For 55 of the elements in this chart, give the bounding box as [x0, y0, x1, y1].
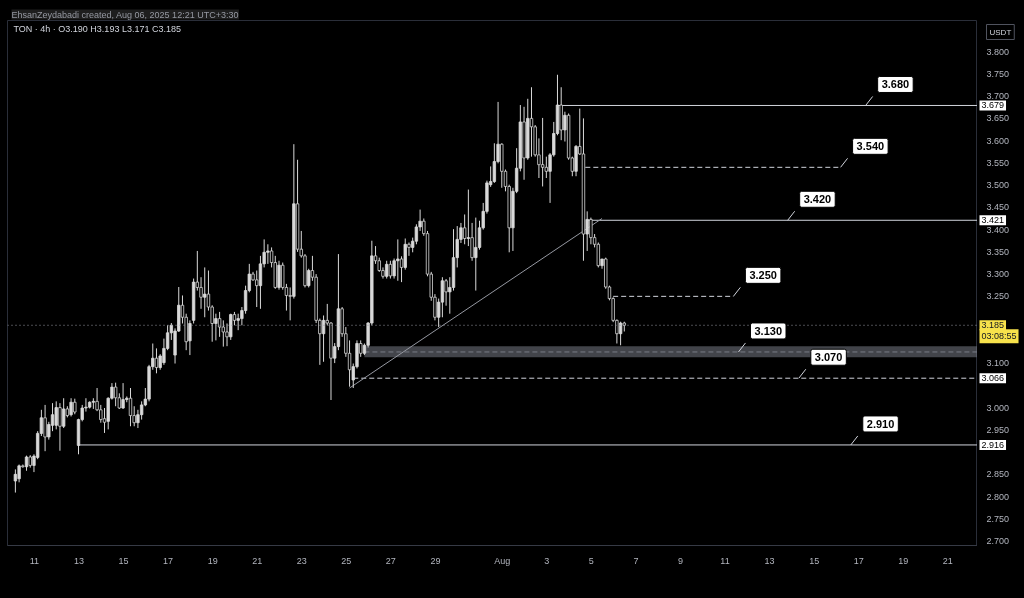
series-label: 3.066 [981, 373, 1005, 384]
y-tick-label: 3.750 [986, 68, 1010, 79]
y-tick-label: 3.250 [986, 291, 1010, 302]
y-tick-label: 3.650 [986, 113, 1010, 124]
series-label: 3.421 [981, 215, 1005, 226]
annotation: 3.130 [754, 324, 783, 337]
x-tick-label: 15 [118, 555, 129, 566]
series-label: 2.916 [981, 439, 1005, 450]
x-tick-label: 5 [588, 555, 594, 566]
x-tick-label: 9 [677, 555, 683, 566]
x-tick-label: 21 [252, 555, 263, 566]
x-tick-label: 11 [29, 555, 40, 566]
x-tick-label: 19 [207, 555, 218, 566]
y-tick-label: 3.100 [986, 358, 1010, 369]
x-tick-label: 27 [385, 555, 396, 566]
annotation: 3.540 [856, 140, 885, 153]
x-tick-label: 23 [296, 555, 307, 566]
annotation: 3.070 [814, 351, 843, 364]
y-tick-label: 3.700 [986, 91, 1010, 102]
annotation: 3.250 [749, 269, 777, 282]
ref-line-label: 3.185 03:08:55 [981, 320, 1017, 342]
y-tick-label: 2.950 [986, 424, 1010, 435]
x-tick-label: 15 [809, 555, 820, 566]
y-tick-label: 3.400 [986, 224, 1010, 235]
x-tick-label: 29 [430, 555, 441, 566]
text: EhsanZeydabadi created, Aug 06, 2025 12:21 UTC+3:30 [11, 9, 239, 20]
x-tick-label: Aug [494, 555, 511, 566]
annotation: 3.420 [803, 193, 832, 206]
y-tick-label: 3.600 [986, 135, 1010, 146]
x-tick-label: 17 [853, 555, 864, 566]
x-tick-label: 21 [942, 555, 953, 566]
chart-title: TON · 4h · O3.190 H3.193 L3.171 C3.185 [13, 23, 181, 34]
y-tick-label: 3.800 [986, 46, 1010, 57]
y-tick-label: 2.750 [986, 513, 1010, 524]
x-tick-label: 13 [73, 555, 84, 566]
x-tick-label: 25 [341, 555, 352, 566]
x-tick-label: 19 [898, 555, 909, 566]
y-tick-label: 3.350 [986, 246, 1010, 257]
x-tick-label: 3 [544, 555, 550, 566]
y-tick-label: 3.300 [986, 269, 1010, 280]
y-tick-label: 3.550 [986, 157, 1010, 168]
y-tick-label: 3.450 [986, 202, 1010, 213]
x-tick-label: 11 [720, 555, 730, 566]
y-tick-label: 2.850 [986, 469, 1010, 480]
annotation: 2.910 [866, 417, 895, 430]
y-tick-label: 2.700 [986, 536, 1010, 547]
y-tick-label: 3.000 [986, 402, 1010, 413]
series-label: 3.679 [981, 100, 1005, 111]
x-tick-label: 17 [163, 555, 174, 566]
y-tick-label: 2.800 [986, 491, 1010, 502]
x-tick-label: 13 [764, 555, 775, 566]
y-tick-label: 3.500 [986, 180, 1010, 191]
x-tick-label: 7 [633, 555, 639, 566]
annotation: 3.680 [881, 78, 910, 91]
y-axis-title: USDT [989, 27, 1012, 37]
